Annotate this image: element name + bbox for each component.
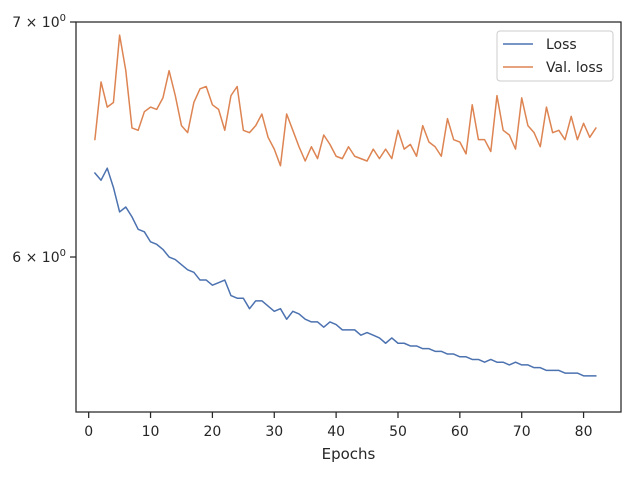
x-axis-label: Epochs [322,445,376,463]
x-tick-label: 80 [575,424,593,440]
legend-entry-label: Val. loss [546,60,603,76]
legend: Loss Val. loss [496,30,614,82]
y-tick-label: 6 × 100 [12,248,66,266]
series-line-loss [94,167,597,377]
x-tick-label: 0 [84,424,93,440]
x-tick-label: 70 [513,424,531,440]
plot-area [76,22,621,412]
series-line-val-loss [94,34,597,167]
legend-entry-label: Loss [546,37,577,53]
y-tick-label: 7 × 100 [12,13,66,31]
plot-background [76,22,621,412]
x-tick-label: 50 [389,424,407,440]
axes-layer: 0 10 20 30 40 50 60 70 80 7 × 100 6 × 100 [12,13,622,440]
x-tick-label: 40 [327,424,345,440]
x-tick-label: 30 [265,424,283,440]
x-tick-label: 60 [451,424,469,440]
x-tick-label: 10 [142,424,160,440]
series-layer [94,34,597,377]
x-tick-label: 20 [203,424,221,440]
axes-frame [75,21,622,413]
